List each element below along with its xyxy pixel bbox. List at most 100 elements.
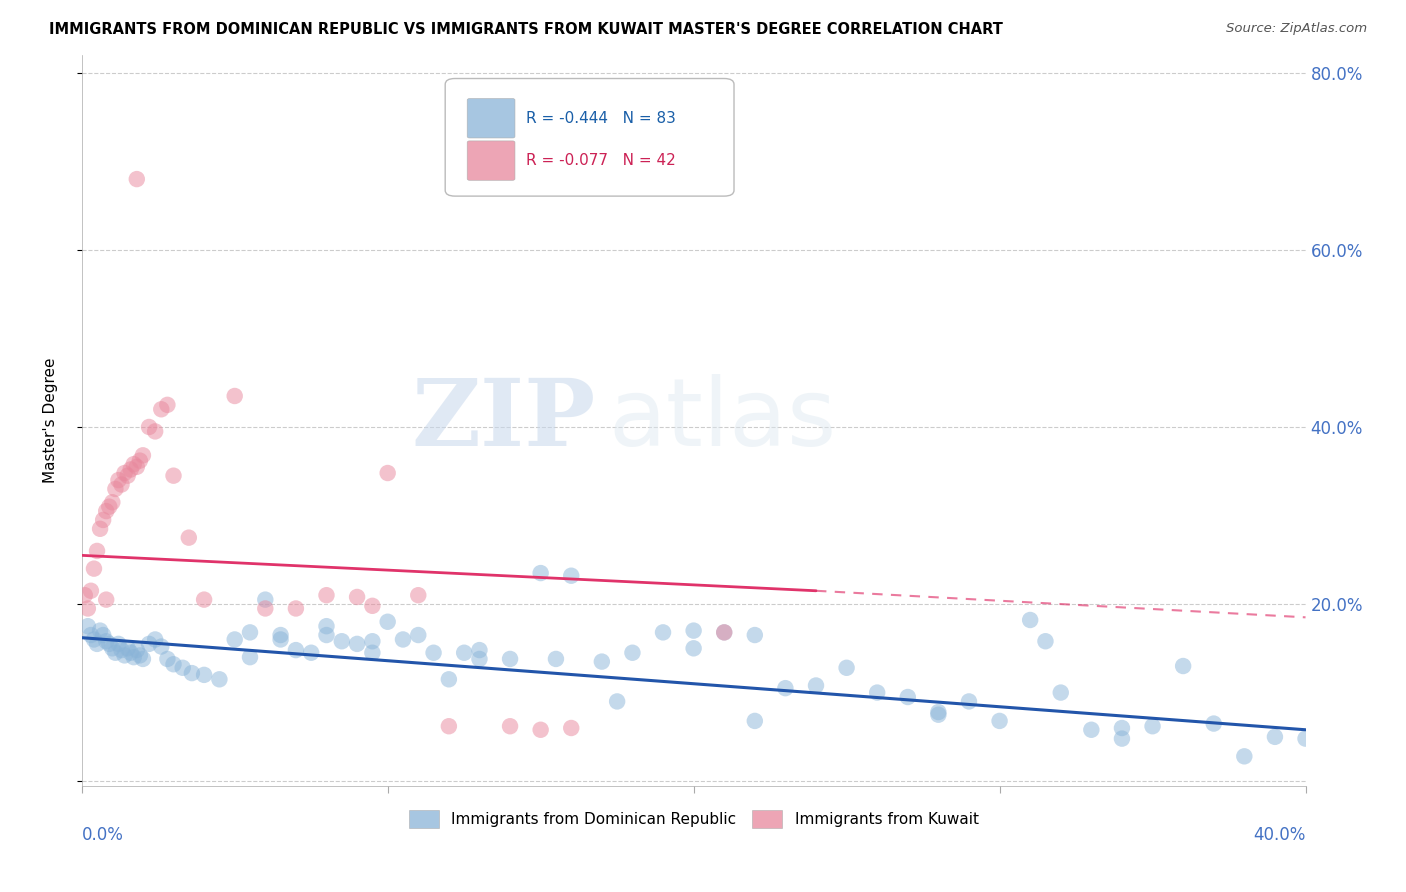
Point: [1142, 719, 1164, 733]
Point: [254, 601, 277, 615]
Point: [98, 637, 121, 651]
Point: [101, 495, 124, 509]
Point: [143, 425, 166, 439]
Point: [1035, 634, 1057, 648]
Point: [117, 468, 139, 483]
Point: [315, 628, 337, 642]
Point: [86, 544, 108, 558]
Point: [927, 705, 949, 719]
Point: [682, 641, 704, 656]
Point: [591, 655, 613, 669]
Point: [606, 694, 628, 708]
Point: [150, 640, 173, 654]
Point: [239, 625, 262, 640]
Point: [128, 453, 150, 467]
Point: [682, 624, 704, 638]
Point: [744, 714, 766, 728]
Point: [453, 646, 475, 660]
Point: [406, 628, 429, 642]
Point: [406, 588, 429, 602]
Point: [361, 599, 384, 613]
Point: [156, 652, 179, 666]
Point: [1264, 730, 1286, 744]
Point: [120, 462, 142, 476]
Point: [76, 601, 98, 615]
Point: [652, 625, 675, 640]
Point: [361, 646, 384, 660]
Point: [120, 646, 142, 660]
Point: [143, 632, 166, 647]
Text: IMMIGRANTS FROM DOMINICAN REPUBLIC VS IMMIGRANTS FROM KUWAIT MASTER'S DEGREE COR: IMMIGRANTS FROM DOMINICAN REPUBLIC VS IM…: [49, 22, 1002, 37]
Point: [1202, 716, 1225, 731]
Point: [713, 625, 735, 640]
Point: [98, 500, 121, 514]
FancyBboxPatch shape: [446, 78, 734, 196]
Point: [132, 652, 155, 666]
Point: [193, 592, 215, 607]
Point: [377, 466, 399, 480]
Point: [83, 632, 105, 647]
Point: [988, 714, 1011, 728]
Point: [1233, 749, 1256, 764]
Point: [377, 615, 399, 629]
Point: [89, 522, 111, 536]
Point: [122, 457, 145, 471]
Point: [110, 643, 132, 657]
Point: [125, 643, 148, 657]
Text: atlas: atlas: [607, 375, 837, 467]
Point: [86, 637, 108, 651]
Point: [117, 641, 139, 656]
Point: [104, 482, 127, 496]
Point: [346, 590, 368, 604]
Point: [91, 513, 114, 527]
Point: [91, 628, 114, 642]
Point: [1171, 659, 1194, 673]
Point: [122, 650, 145, 665]
Point: [96, 634, 118, 648]
Legend: Immigrants from Dominican Republic, Immigrants from Kuwait: Immigrants from Dominican Republic, Immi…: [404, 805, 983, 833]
Point: [315, 588, 337, 602]
Point: [530, 723, 553, 737]
Point: [621, 646, 644, 660]
Point: [89, 624, 111, 638]
Point: [1080, 723, 1102, 737]
Point: [107, 637, 129, 651]
Point: [330, 634, 353, 648]
Point: [80, 583, 103, 598]
Point: [114, 466, 136, 480]
Point: [927, 707, 949, 722]
Point: [361, 634, 384, 648]
Point: [107, 473, 129, 487]
Point: [193, 668, 215, 682]
Point: [239, 650, 262, 665]
Point: [299, 646, 322, 660]
Point: [1295, 731, 1317, 746]
Point: [125, 172, 148, 186]
Point: [83, 561, 105, 575]
Point: [897, 690, 920, 704]
Point: [560, 568, 582, 582]
Text: Source: ZipAtlas.com: Source: ZipAtlas.com: [1226, 22, 1367, 36]
Point: [804, 678, 827, 692]
Text: 0.0%: 0.0%: [82, 826, 124, 844]
Point: [775, 681, 797, 695]
Point: [150, 402, 173, 417]
Point: [162, 657, 184, 672]
Point: [208, 673, 231, 687]
Text: 40.0%: 40.0%: [1253, 826, 1306, 844]
Point: [224, 632, 246, 647]
Point: [125, 459, 148, 474]
Point: [138, 420, 160, 434]
Point: [162, 468, 184, 483]
Text: R = -0.077   N = 42: R = -0.077 N = 42: [526, 153, 676, 168]
Point: [560, 721, 582, 735]
Point: [530, 566, 553, 580]
Point: [1019, 613, 1042, 627]
Point: [713, 625, 735, 640]
Point: [180, 666, 202, 681]
FancyBboxPatch shape: [467, 141, 515, 180]
Point: [315, 619, 337, 633]
Point: [114, 648, 136, 663]
Text: R = -0.444   N = 83: R = -0.444 N = 83: [526, 111, 676, 126]
Point: [284, 643, 307, 657]
